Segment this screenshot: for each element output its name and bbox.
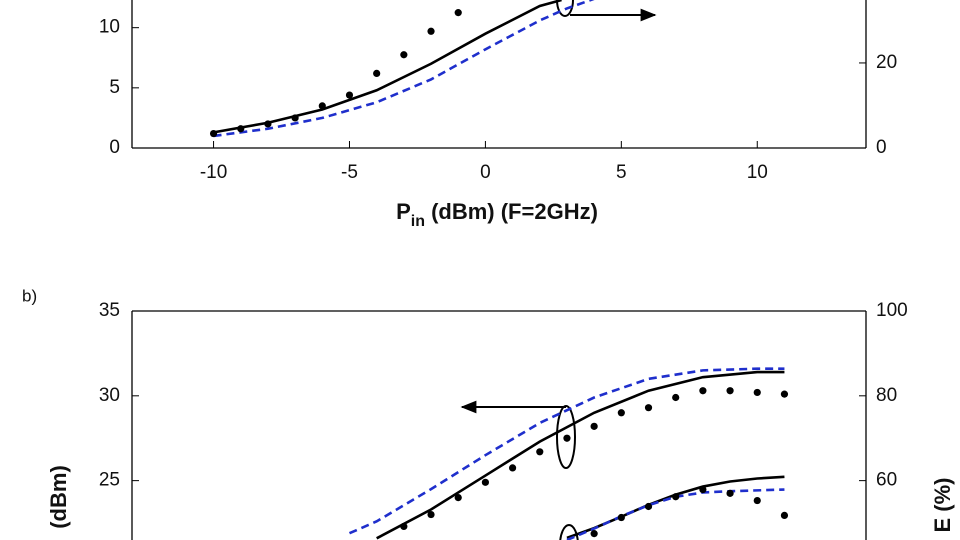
data-point — [563, 434, 571, 442]
x-tick-label: 0 — [480, 162, 491, 183]
data-point — [644, 502, 653, 511]
y2-tick-label: 100 — [876, 300, 908, 321]
data-point — [291, 114, 299, 122]
data-point — [400, 522, 408, 531]
series-line — [376, 370, 785, 540]
data-point — [427, 510, 435, 519]
series-line — [348, 367, 785, 535]
x-axis-label: Pin (dBm) (F=2GHz) — [396, 199, 598, 230]
data-point — [373, 69, 381, 77]
annotations — [460, 0, 657, 540]
data-point — [237, 125, 245, 133]
y-tick-label: 25 — [99, 470, 120, 491]
data-point — [699, 387, 707, 395]
series-line — [213, 0, 595, 138]
x-label-part: (dBm) (F=2GHz) — [425, 199, 598, 224]
y2-tick-label: 20 — [876, 52, 897, 73]
y2-tick-label: 0 — [876, 137, 887, 158]
plot-area: 25 30 35 60 80 100 — [99, 300, 908, 540]
series-line — [213, 0, 562, 134]
data-point — [780, 511, 789, 520]
data-point — [617, 409, 625, 417]
y-axis-label: (dBm) — [46, 465, 71, 529]
data-point — [454, 9, 462, 17]
data-point — [672, 493, 680, 501]
data-point — [264, 120, 272, 128]
data-point — [508, 464, 517, 472]
series-line — [566, 475, 785, 540]
data-point — [427, 27, 435, 35]
x-tick-label: 10 — [747, 162, 768, 183]
ellipse — [556, 0, 574, 17]
data-point — [400, 51, 408, 59]
data-point — [590, 530, 598, 538]
y-tick-label: 0 — [109, 137, 120, 158]
x-label-sub: in — [411, 213, 425, 230]
x-label-part: P — [396, 199, 411, 224]
y2-axis-label: E (%) — [930, 478, 955, 533]
y2-tick-label: 60 — [876, 470, 897, 491]
plot-area: 0 5 10 0 20 -10 -5 0 5 10 — [99, 0, 897, 183]
series-group — [348, 367, 789, 540]
y-tick-label: 5 — [109, 77, 120, 98]
data-point — [753, 496, 761, 505]
data-point — [644, 404, 653, 412]
data-point — [209, 129, 218, 138]
data-point — [318, 102, 326, 110]
data-point — [590, 422, 598, 430]
ellipse — [559, 524, 579, 540]
y2-tick-label: 80 — [876, 385, 897, 406]
panel-label: b) — [22, 286, 37, 305]
data-point — [672, 393, 680, 402]
x-tick-label: -10 — [200, 162, 227, 183]
data-point — [726, 489, 734, 497]
data-point — [617, 513, 625, 522]
y-tick-label: 35 — [99, 300, 120, 321]
data-point — [780, 390, 789, 398]
x-tick-label: 5 — [616, 162, 627, 183]
data-point — [753, 388, 761, 397]
series-group — [209, 0, 595, 138]
data-point — [699, 485, 707, 494]
data-point — [536, 448, 544, 456]
y-tick-label: 30 — [99, 385, 120, 406]
data-point — [481, 478, 490, 486]
x-tick-label: -5 — [341, 162, 358, 183]
data-point — [726, 387, 734, 395]
data-point — [345, 91, 354, 99]
data-point — [454, 493, 462, 502]
y-tick-label: 10 — [99, 17, 120, 38]
